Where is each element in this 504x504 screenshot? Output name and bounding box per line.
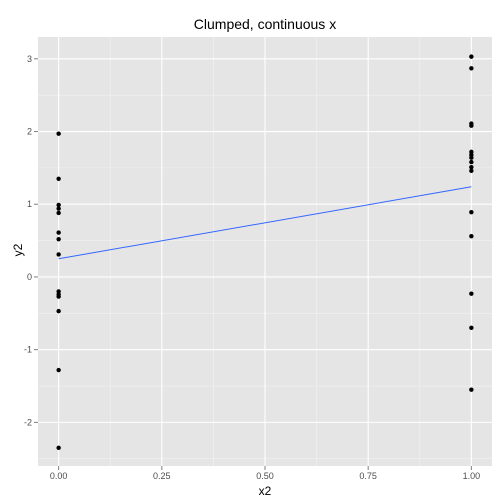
x-tick-label: 0.25: [153, 471, 171, 481]
data-point: [56, 206, 60, 210]
data-point: [56, 309, 60, 313]
data-point: [56, 237, 60, 241]
data-point: [469, 156, 473, 160]
data-point: [56, 211, 60, 215]
y-tick-label: 2: [27, 127, 32, 137]
data-point: [469, 387, 473, 391]
data-point: [469, 54, 473, 58]
x-tick-label: 0.75: [359, 471, 377, 481]
data-point: [469, 291, 473, 295]
data-point: [56, 177, 60, 181]
data-point: [56, 368, 60, 372]
x-tick-label: 0.00: [50, 471, 68, 481]
data-point: [469, 210, 473, 214]
y-tick-label: -2: [24, 417, 32, 427]
y-tick-label: 1: [27, 199, 32, 209]
data-point: [469, 326, 473, 330]
data-point: [56, 294, 60, 298]
data-point: [469, 66, 473, 70]
data-point: [56, 446, 60, 450]
data-point: [56, 230, 60, 234]
data-point: [469, 234, 473, 238]
x-axis-label: x2: [259, 484, 272, 498]
y-tick-label: 0: [27, 272, 32, 282]
y-axis-label: y2: [11, 243, 25, 256]
data-point: [56, 132, 60, 136]
x-tick-label: 1.00: [463, 471, 481, 481]
data-point: [469, 160, 473, 164]
x-tick-label: 0.50: [256, 471, 274, 481]
y-tick-label: -1: [24, 345, 32, 355]
data-point: [469, 169, 473, 173]
y-tick-label: 3: [27, 54, 32, 64]
chart-title: Clumped, continuous x: [194, 16, 336, 32]
data-point: [469, 124, 473, 128]
data-point: [56, 252, 60, 256]
